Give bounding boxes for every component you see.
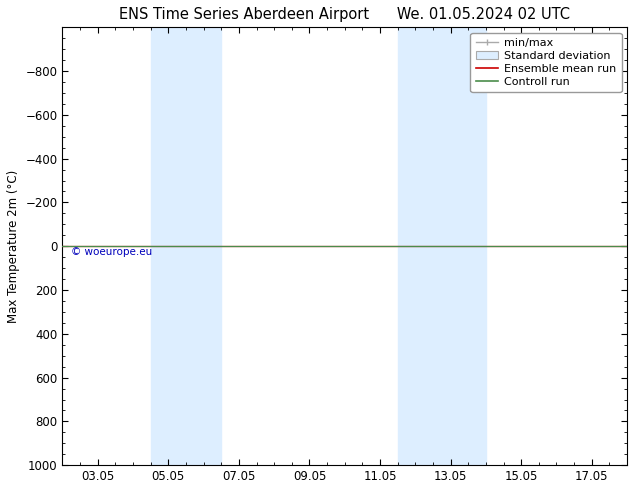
Bar [398, 27, 486, 465]
Text: © woeurope.eu: © woeurope.eu [71, 247, 152, 257]
Title: ENS Time Series Aberdeen Airport      We. 01.05.2024 02 UTC: ENS Time Series Aberdeen Airport We. 01.… [119, 7, 570, 22]
Y-axis label: Max Temperature 2m (°C): Max Temperature 2m (°C) [7, 170, 20, 323]
Legend: min/max, Standard deviation, Ensemble mean run, Controll run: min/max, Standard deviation, Ensemble me… [470, 33, 621, 92]
Bar [151, 27, 221, 465]
